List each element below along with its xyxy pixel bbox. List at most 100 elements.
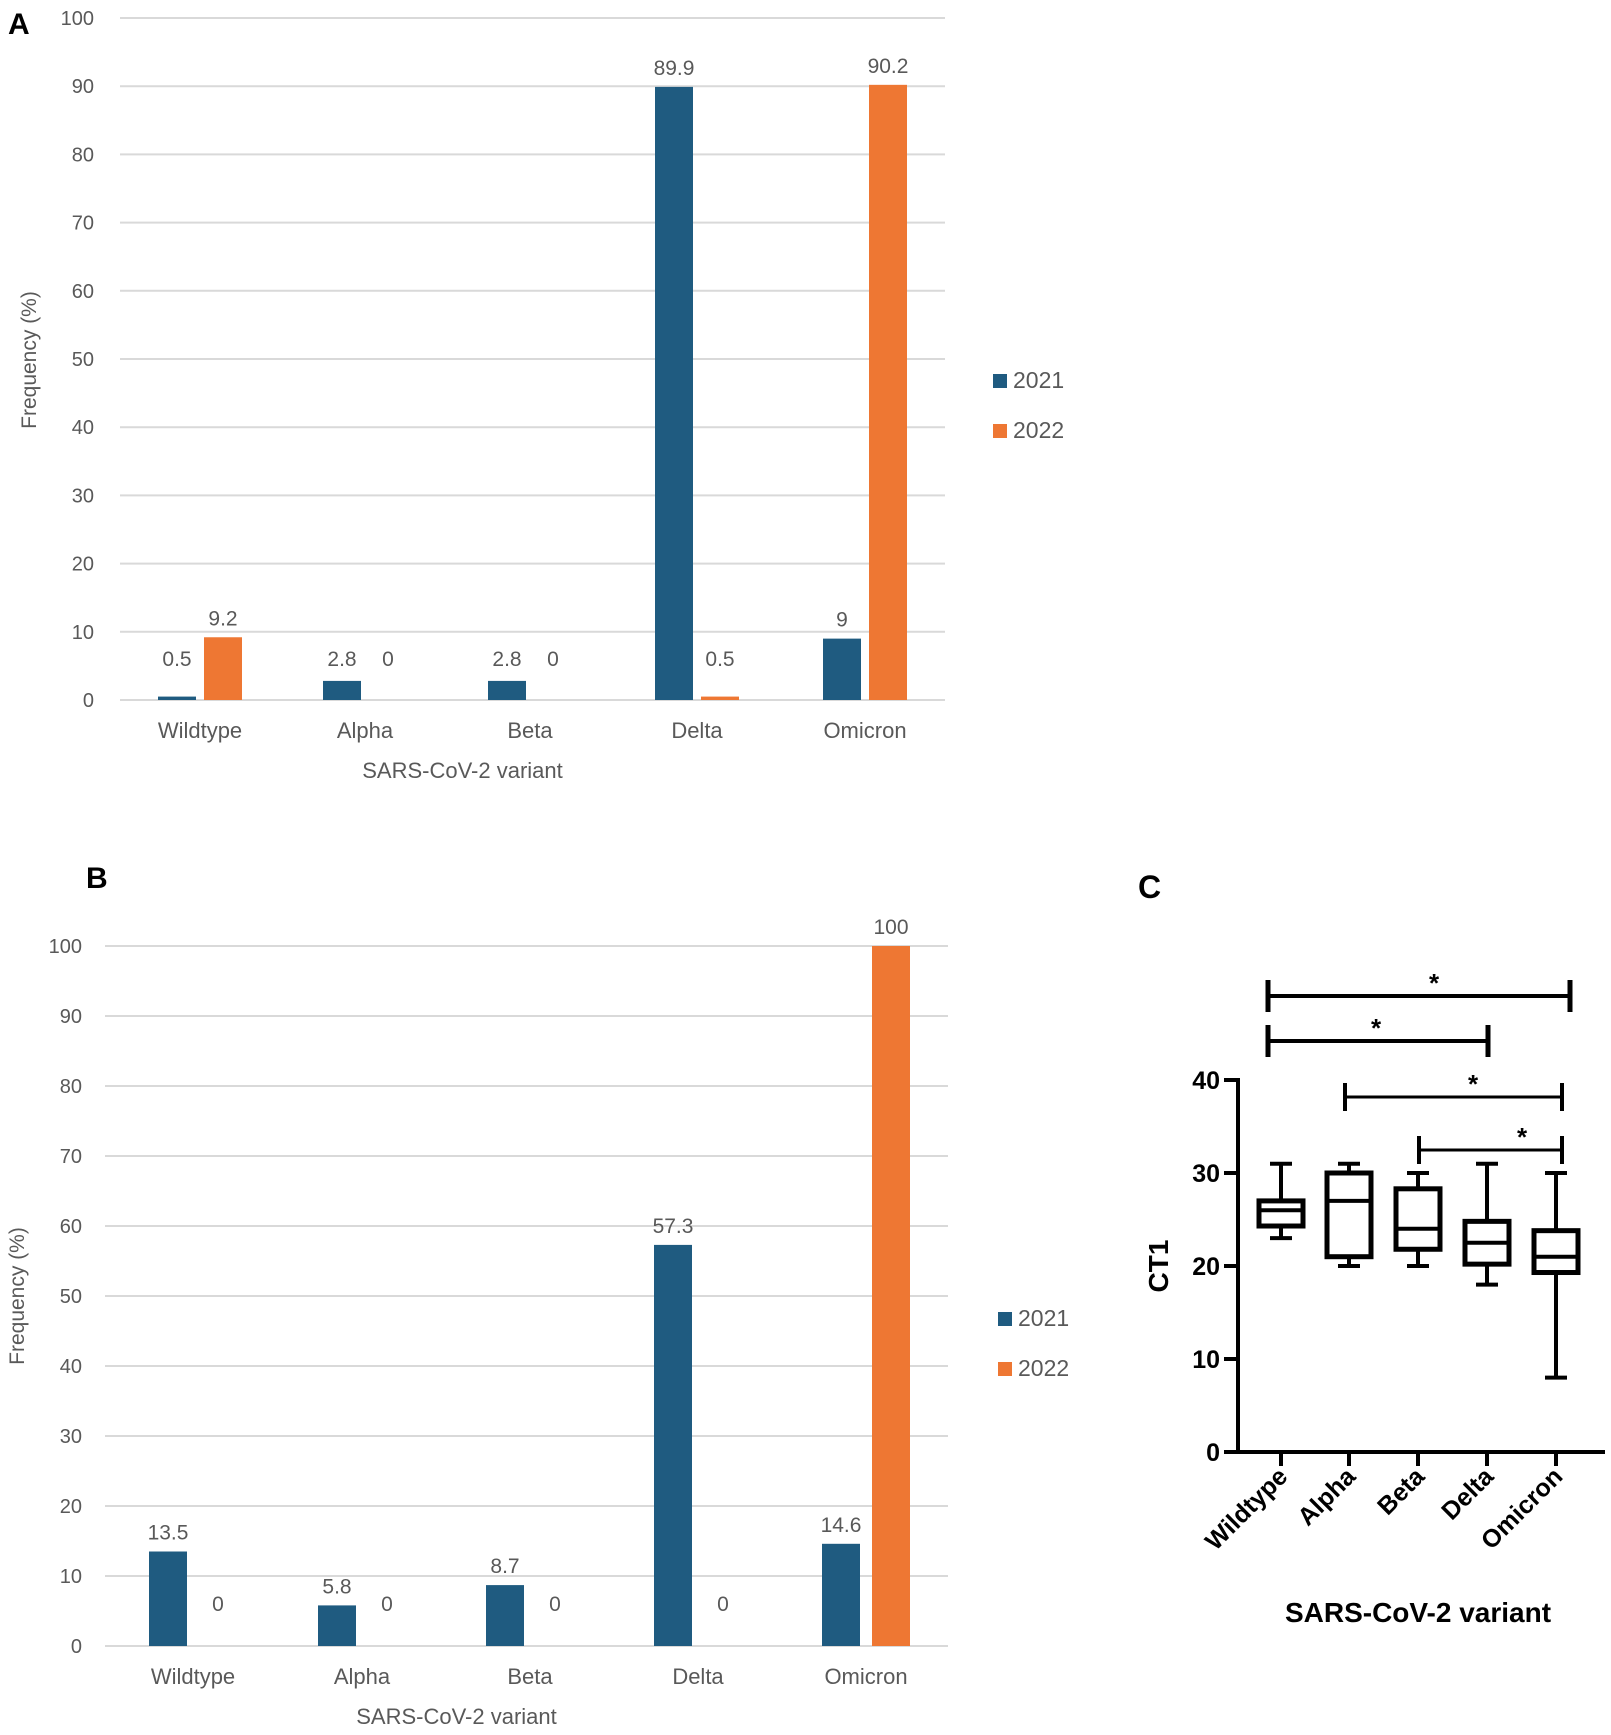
data-label: 0.5 <box>705 648 734 671</box>
x-axis-title: SARS-CoV-2 variant <box>362 758 563 783</box>
legend-label-2021: 2021 <box>1013 367 1064 393</box>
legend-label-2021: 2021 <box>1018 1305 1069 1331</box>
y-tick-label: 30 <box>60 1426 82 1448</box>
x-axis-title: SARS-CoV-2 variant <box>356 1704 557 1729</box>
panel-label-b: B <box>86 862 108 895</box>
chart-b: 0 10 20 30 40 50 60 70 80 90 100 13.5 0 Wildtype 5.8 0 A… <box>6 916 1069 1729</box>
data-label: 14.6 <box>821 1514 862 1537</box>
bar-2022-wildtype <box>204 637 242 700</box>
bar-2021-alpha <box>323 680 361 700</box>
y-tick-label: 70 <box>72 213 94 235</box>
y-tick-label: 60 <box>72 281 94 303</box>
legend-swatch-2022 <box>993 424 1007 438</box>
y-tick-label: 70 <box>60 1146 82 1168</box>
y-tick-label: 80 <box>72 144 94 166</box>
x-tick-label: Wildtype <box>151 1664 235 1689</box>
legend-swatch-2021 <box>993 374 1007 388</box>
y-tick-label: 10 <box>72 622 94 644</box>
legend-swatch-2021 <box>998 1312 1012 1326</box>
bar-2022-omicron <box>872 946 910 1646</box>
bar-2021-alpha <box>318 1605 356 1646</box>
significance-star: * <box>1468 1069 1479 1099</box>
data-label: 0 <box>547 648 559 671</box>
x-tick-label: Beta <box>1372 1462 1431 1521</box>
data-label: 8.7 <box>490 1555 519 1578</box>
y-tick-label: 20 <box>60 1496 82 1518</box>
y-tick-label: 80 <box>60 1076 82 1098</box>
bar-2021-wildtype <box>149 1551 187 1646</box>
y-tick-label: 10 <box>60 1566 82 1588</box>
y-axis-title: Frequency (%) <box>18 291 41 429</box>
bar-2021-omicron <box>823 638 861 700</box>
data-label: 2.8 <box>492 648 521 671</box>
y-tick-label: 40 <box>72 417 94 439</box>
y-tick-label: 30 <box>1192 1160 1220 1188</box>
y-axis-title: Frequency (%) <box>6 1227 29 1365</box>
bar-2021-beta <box>488 680 526 700</box>
y-tick-label: 0 <box>83 690 94 712</box>
data-label: 0 <box>717 1593 729 1616</box>
bar-2021-wildtype <box>158 696 196 700</box>
significance-star: * <box>1371 1013 1382 1043</box>
bar-2021-beta <box>486 1585 524 1646</box>
bar-2021-delta <box>655 86 693 700</box>
y-tick-label: 90 <box>72 76 94 98</box>
legend-swatch-2022 <box>998 1362 1012 1376</box>
x-axis-title: SARS-CoV-2 variant <box>1285 1597 1551 1628</box>
legend-label-2022: 2022 <box>1018 1355 1069 1381</box>
data-label: 13.5 <box>148 1522 189 1545</box>
data-label: 0 <box>212 1593 224 1616</box>
x-tick-label: Beta <box>507 718 553 743</box>
data-label: 90.2 <box>868 55 909 78</box>
bar-2022-delta <box>701 696 739 700</box>
data-label: 9 <box>836 609 848 632</box>
x-tick-label: Delta <box>671 718 723 743</box>
significance-star: * <box>1517 1122 1528 1152</box>
y-tick-label: 50 <box>72 349 94 371</box>
x-tick-label: Delta <box>672 1664 724 1689</box>
y-tick-label: 90 <box>60 1006 82 1028</box>
data-label: 0 <box>549 1593 561 1616</box>
data-label: 0.5 <box>162 648 191 671</box>
y-tick-label: 50 <box>60 1286 82 1308</box>
box-wildtype <box>1256 1198 1306 1229</box>
y-tick-label: 60 <box>60 1216 82 1238</box>
y-tick-label: 10 <box>1192 1346 1220 1374</box>
panel-label-c: C <box>1138 869 1161 905</box>
y-tick-label: 20 <box>72 554 94 576</box>
significance-star: * <box>1429 968 1440 998</box>
y-tick-label: 30 <box>72 485 94 507</box>
x-tick-label: Delta <box>1436 1462 1500 1526</box>
data-label: 0 <box>381 1593 393 1616</box>
x-tick-label: Alpha <box>337 718 394 743</box>
x-tick-label: Wildtype <box>158 718 242 743</box>
panel-label-a: A <box>8 8 30 41</box>
y-tick-label: 0 <box>71 1636 82 1658</box>
x-tick-label: Wildtype <box>1200 1462 1293 1555</box>
x-tick-label: Alpha <box>1292 1462 1362 1532</box>
x-tick-label: Alpha <box>334 1664 391 1689</box>
x-tick-label: Omicron <box>824 1664 907 1689</box>
legend-label-2022: 2022 <box>1013 417 1064 443</box>
data-label: 100 <box>873 916 908 939</box>
data-label: 5.8 <box>322 1575 351 1598</box>
x-tick-label: Beta <box>507 1664 553 1689</box>
y-axis-title: CT1 <box>1143 1240 1174 1293</box>
x-tick-label: Omicron <box>823 718 906 743</box>
data-label: 89.9 <box>654 57 695 80</box>
data-label: 2.8 <box>327 648 356 671</box>
y-tick-label: 40 <box>1192 1067 1220 1095</box>
y-tick-label: 0 <box>1206 1439 1220 1467</box>
y-tick-label: 20 <box>1192 1253 1220 1281</box>
data-label: 0 <box>382 648 394 671</box>
box-beta <box>1393 1186 1443 1252</box>
y-tick-label: 40 <box>60 1356 82 1378</box>
data-label: 57.3 <box>653 1215 694 1238</box>
data-label: 9.2 <box>208 607 237 630</box>
bar-2021-delta <box>654 1244 692 1646</box>
y-tick-label: 100 <box>61 8 94 30</box>
box-omicron <box>1531 1228 1581 1276</box>
